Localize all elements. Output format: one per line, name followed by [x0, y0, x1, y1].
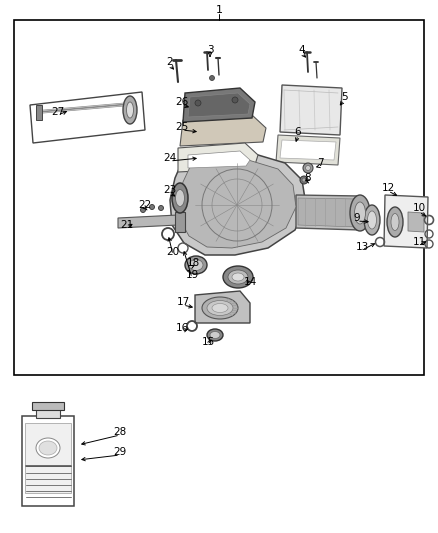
Text: 9: 9 — [354, 213, 360, 223]
Circle shape — [232, 97, 238, 103]
Text: 28: 28 — [113, 427, 127, 437]
Polygon shape — [36, 105, 42, 120]
Ellipse shape — [354, 202, 365, 224]
Text: 19: 19 — [185, 270, 198, 280]
Text: 13: 13 — [355, 242, 369, 252]
Text: 1: 1 — [215, 5, 223, 15]
Circle shape — [149, 205, 155, 209]
Ellipse shape — [207, 329, 223, 341]
Ellipse shape — [364, 205, 380, 235]
Polygon shape — [280, 140, 336, 160]
Circle shape — [303, 163, 313, 173]
Ellipse shape — [223, 266, 253, 288]
Ellipse shape — [350, 195, 370, 231]
Polygon shape — [276, 135, 340, 165]
Circle shape — [159, 206, 163, 211]
Circle shape — [300, 176, 308, 184]
Ellipse shape — [391, 214, 399, 230]
Text: 27: 27 — [51, 107, 65, 117]
Ellipse shape — [39, 441, 57, 455]
Circle shape — [209, 76, 215, 80]
Polygon shape — [298, 198, 358, 227]
Polygon shape — [195, 291, 250, 323]
Bar — [25, 423, 71, 493]
Ellipse shape — [36, 438, 60, 458]
Polygon shape — [30, 92, 145, 143]
Text: 24: 24 — [163, 153, 177, 163]
Bar — [32, 402, 64, 410]
Text: 8: 8 — [305, 173, 311, 183]
Polygon shape — [408, 212, 424, 232]
Ellipse shape — [367, 211, 377, 229]
Ellipse shape — [185, 256, 207, 274]
Ellipse shape — [189, 260, 203, 271]
Text: 14: 14 — [244, 277, 257, 287]
Ellipse shape — [127, 102, 134, 118]
Polygon shape — [188, 93, 250, 117]
Ellipse shape — [176, 190, 184, 206]
Polygon shape — [175, 212, 185, 232]
Text: 23: 23 — [163, 185, 177, 195]
Bar — [14, 20, 424, 375]
Polygon shape — [170, 152, 306, 255]
Text: 17: 17 — [177, 297, 190, 307]
Text: 21: 21 — [120, 220, 134, 230]
Ellipse shape — [207, 301, 233, 316]
Bar — [36, 408, 60, 418]
Ellipse shape — [212, 303, 228, 312]
Polygon shape — [296, 195, 360, 230]
Text: 29: 29 — [113, 447, 127, 457]
Text: 2: 2 — [167, 57, 173, 67]
Polygon shape — [118, 215, 178, 228]
Polygon shape — [280, 85, 342, 135]
Circle shape — [305, 166, 311, 171]
Ellipse shape — [123, 96, 137, 124]
Circle shape — [195, 100, 201, 106]
Circle shape — [302, 178, 306, 182]
Polygon shape — [183, 88, 255, 122]
Text: 5: 5 — [341, 92, 347, 102]
Text: 4: 4 — [299, 45, 305, 55]
Text: 22: 22 — [138, 200, 152, 210]
Text: 6: 6 — [295, 127, 301, 137]
Ellipse shape — [387, 207, 403, 237]
Bar — [22, 416, 74, 506]
Text: 18: 18 — [187, 258, 200, 268]
Text: 25: 25 — [175, 122, 189, 132]
Text: 15: 15 — [201, 337, 215, 347]
Ellipse shape — [228, 270, 248, 284]
Text: 7: 7 — [317, 158, 323, 168]
Text: 12: 12 — [381, 183, 395, 193]
Ellipse shape — [202, 297, 238, 319]
Text: 10: 10 — [413, 203, 426, 213]
Ellipse shape — [172, 183, 188, 213]
Circle shape — [141, 207, 145, 213]
Polygon shape — [188, 151, 250, 168]
Polygon shape — [178, 159, 296, 248]
Polygon shape — [384, 195, 428, 248]
Text: 3: 3 — [207, 45, 213, 55]
Polygon shape — [180, 115, 266, 146]
Text: 26: 26 — [175, 97, 189, 107]
Ellipse shape — [232, 273, 244, 281]
Text: 16: 16 — [175, 323, 189, 333]
Text: 11: 11 — [412, 237, 426, 247]
Ellipse shape — [210, 332, 220, 338]
Text: 20: 20 — [166, 247, 180, 257]
Polygon shape — [178, 143, 258, 172]
